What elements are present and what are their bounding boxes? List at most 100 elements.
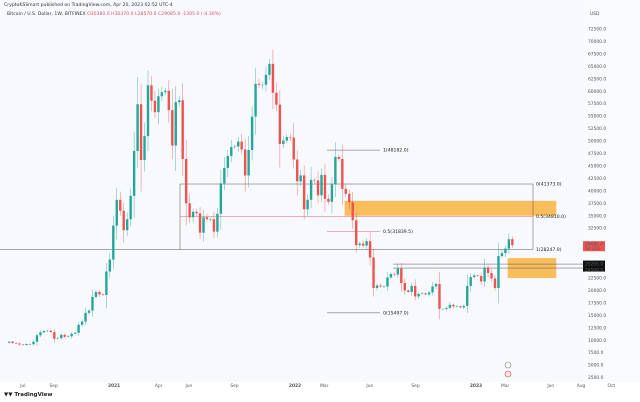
- candle: [285, 134, 288, 144]
- candle-body: [139, 104, 143, 160]
- candle-body: [396, 268, 400, 275]
- candle-body: [344, 188, 347, 194]
- candle: [167, 80, 171, 123]
- candle-body: [56, 338, 59, 339]
- candle-body: [25, 343, 28, 345]
- candle-body: [351, 202, 354, 221]
- x-tick-label: 2023: [470, 383, 482, 389]
- x-tick-label: Jul: [19, 383, 25, 389]
- candle-body: [264, 74, 268, 85]
- candle: [386, 272, 389, 292]
- candle-body: [511, 239, 514, 246]
- candle-body: [240, 141, 243, 150]
- candle-body: [216, 213, 219, 232]
- candle-body: [268, 63, 271, 75]
- candle: [337, 154, 341, 162]
- candle-body: [323, 174, 327, 199]
- price-axis-background[interactable]: [583, 0, 640, 382]
- candle-body: [296, 159, 299, 182]
- candle-body: [379, 285, 382, 287]
- candle-body: [455, 306, 459, 307]
- x-tick-label: Aug: [577, 383, 586, 389]
- candle-body: [136, 104, 139, 152]
- candle: [493, 275, 497, 292]
- candle: [296, 150, 299, 196]
- candle: [32, 339, 35, 346]
- candle: [108, 252, 112, 278]
- candle-body: [219, 183, 223, 214]
- candle-body: [389, 274, 393, 278]
- y-tick-label: 40000.0: [588, 188, 606, 194]
- candle-body: [334, 156, 337, 185]
- candle-body: [188, 203, 191, 218]
- price-axis[interactable]: 72500.0 70000.0 67500.0 65000.0 62500.0 60000…: [583, 27, 606, 382]
- candle-body: [119, 199, 122, 211]
- candle-body: [35, 335, 39, 342]
- candle-body: [358, 243, 361, 246]
- candle-body: [507, 239, 511, 249]
- x-tick-label: Sep: [49, 383, 57, 389]
- candle-body: [486, 267, 490, 274]
- x-tick-label: Apr: [155, 383, 163, 389]
- candle: [264, 66, 268, 92]
- y-tick-label: 57500.0: [588, 101, 606, 107]
- candle: [198, 207, 202, 239]
- candle: [157, 88, 160, 125]
- candle: [407, 289, 410, 294]
- candle: [139, 84, 143, 192]
- candle: [445, 306, 448, 311]
- candle-body: [472, 275, 476, 278]
- y-tick-label: 12500.0: [588, 325, 606, 331]
- y-tick-label: 2500.0: [588, 375, 604, 381]
- symbol-name: Bitcoin / U.S. Dollar, 1W, BITFINEX: [7, 12, 86, 17]
- candle: [254, 68, 257, 135]
- time-axis[interactable]: Jul Sep 2021 Apr Jun Sep 2022 Mar Jun Sep 2023 Mar J…: [19, 383, 615, 389]
- candle: [160, 86, 164, 102]
- candle-body: [261, 84, 264, 86]
- candle: [247, 135, 250, 188]
- candle-body: [483, 267, 486, 282]
- candle: [49, 329, 53, 333]
- candle-body: [226, 155, 230, 168]
- candle-body: [497, 256, 500, 288]
- events-icon[interactable]: [504, 370, 512, 378]
- fib-level-label: 1(28247.0): [536, 247, 562, 253]
- candle-body: [292, 137, 295, 160]
- candle-body: [375, 285, 379, 288]
- candle: [490, 269, 493, 282]
- candle: [351, 192, 354, 229]
- candle-body: [448, 304, 452, 308]
- candle-body: [434, 283, 438, 287]
- candle: [462, 304, 465, 310]
- candle-body: [129, 195, 132, 220]
- candle-body: [424, 293, 427, 295]
- y-tick-label: 35000.0: [588, 213, 606, 219]
- candle-body: [462, 305, 465, 308]
- candle: [11, 340, 14, 345]
- x-tick-label: Sep: [411, 383, 419, 389]
- candle: [21, 343, 25, 346]
- candle: [219, 169, 223, 230]
- candle-body: [60, 334, 63, 339]
- tradingview-logo[interactable]: ▼▼ TradingView: [4, 392, 53, 398]
- candle: [250, 106, 254, 161]
- candle-body: [382, 286, 386, 287]
- candle: [209, 217, 212, 222]
- level-price-label: 25295.0: [585, 262, 603, 268]
- alert-icon[interactable]: [504, 361, 512, 369]
- candle: [80, 319, 84, 328]
- y-tick-label: 52500.0: [588, 126, 606, 132]
- candle-body: [14, 342, 18, 344]
- candle: [396, 263, 400, 278]
- candle-body: [212, 219, 216, 232]
- candle: [472, 273, 476, 279]
- candle-body: [438, 283, 441, 309]
- candle: [372, 248, 375, 297]
- candle-body: [427, 292, 431, 295]
- candle-body: [132, 151, 136, 196]
- candle: [466, 274, 469, 314]
- candle-body: [70, 333, 73, 337]
- candle: [87, 309, 91, 316]
- candle-body: [184, 158, 188, 204]
